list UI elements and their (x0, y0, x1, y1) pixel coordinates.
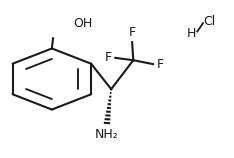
Text: F: F (128, 26, 136, 39)
Text: OH: OH (74, 17, 93, 30)
Text: H: H (187, 27, 196, 40)
Text: Cl: Cl (203, 15, 215, 27)
Text: F: F (105, 51, 112, 64)
Text: F: F (157, 58, 164, 71)
Text: NH₂: NH₂ (95, 128, 118, 141)
